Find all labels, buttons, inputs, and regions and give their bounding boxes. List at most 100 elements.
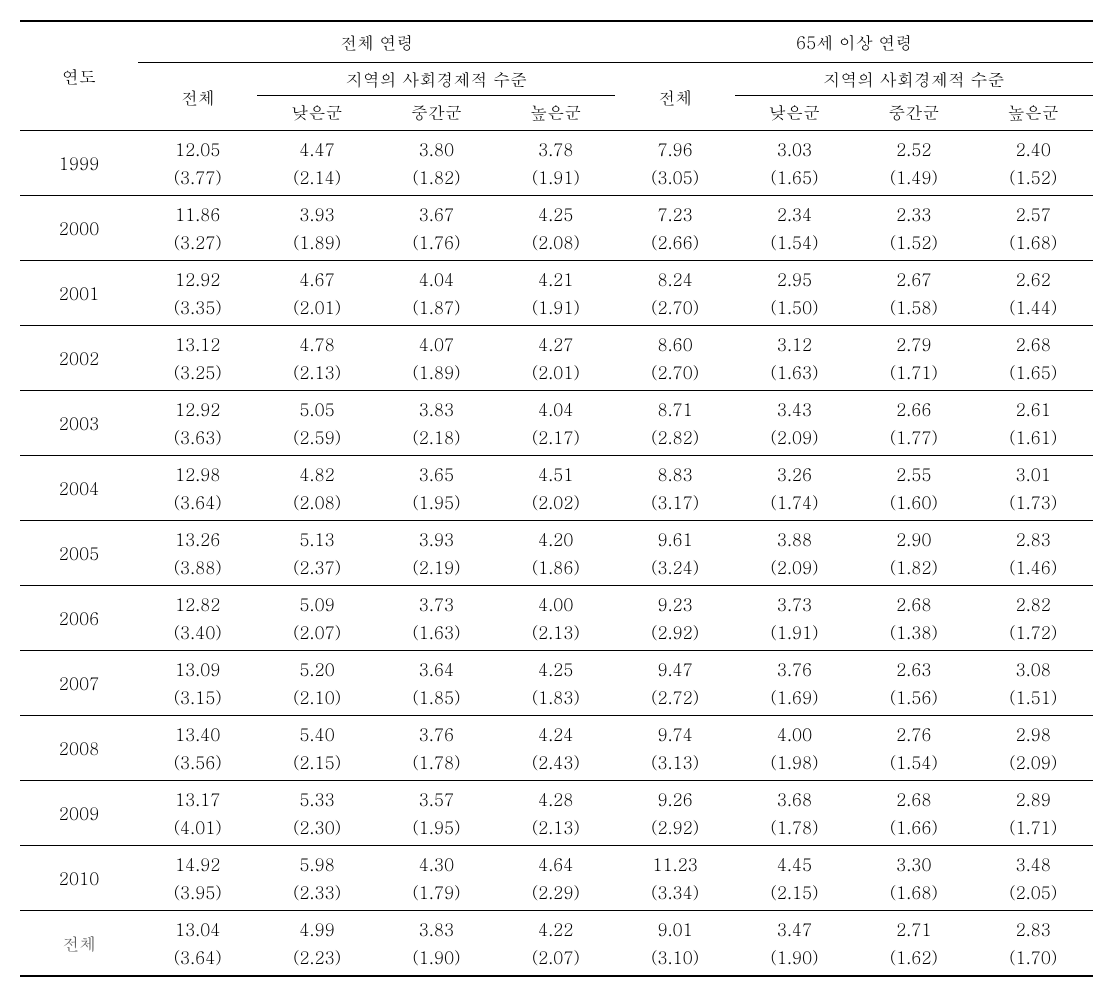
value-cell: 13.12 [138,326,257,359]
paren-cell: (2.10) [257,683,376,716]
value-cell: 3.76 [735,651,854,684]
value-cell: 8.60 [615,326,734,359]
value-cell: 3.64 [377,651,496,684]
header-row-1: 연도 전체 연령 65세 이상 연령 [20,21,1093,63]
value-cell: 3.73 [735,586,854,619]
value-cell: 8.83 [615,456,734,489]
value-cell: 8.24 [615,261,734,294]
paren-cell: (1.79) [377,878,496,911]
value-cell: 4.82 [257,456,376,489]
year-cell: 2004 [20,456,138,521]
value-cell: 4.22 [496,911,615,944]
value-cell: 4.51 [496,456,615,489]
value-cell: 13.40 [138,716,257,749]
value-cell: 4.00 [735,716,854,749]
paren-cell: (1.87) [377,293,496,326]
paren-cell: (1.90) [735,943,854,976]
table-row: 201014.925.984.304.6411.234.453.303.48 [20,846,1093,879]
value-cell: 3.78 [496,131,615,164]
value-cell: 9.26 [615,781,734,814]
header-g2-mid: 중간군 [854,96,973,131]
value-cell: 11.86 [138,196,257,229]
paren-cell: (2.92) [615,618,734,651]
header-row-2: 전체 지역의 사회경제적 수준 전체 지역의 사회경제적 수준 [20,63,1093,96]
paren-cell: (2.23) [257,943,376,976]
paren-cell: (1.66) [854,813,973,846]
value-cell: 9.47 [615,651,734,684]
table-row: 200612.825.093.734.009.233.732.682.82 [20,586,1093,619]
paren-cell: (2.30) [257,813,376,846]
header-group2: 65세 이상 연령 [615,21,1093,63]
paren-cell: (1.54) [854,748,973,781]
paren-cell: (2.01) [257,293,376,326]
paren-cell: (1.52) [854,228,973,261]
year-cell: 2001 [20,261,138,326]
value-cell: 2.68 [854,586,973,619]
value-cell: 4.28 [496,781,615,814]
year-cell: 2007 [20,651,138,716]
paren-cell: (3.13) [615,748,734,781]
value-cell: 4.30 [377,846,496,879]
table-row: 200412.984.823.654.518.833.262.553.01 [20,456,1093,489]
table-row: 전체13.044.993.834.229.013.472.712.83 [20,911,1093,944]
value-cell: 2.76 [854,716,973,749]
table-row: (3.35)(2.01)(1.87)(1.91)(2.70)(1.50)(1.5… [20,293,1093,326]
value-cell: 2.62 [974,261,1093,294]
paren-cell: (1.46) [974,553,1093,586]
value-cell: 2.66 [854,391,973,424]
value-cell: 4.25 [496,196,615,229]
value-cell: 2.71 [854,911,973,944]
paren-cell: (1.60) [854,488,973,521]
value-cell: 2.90 [854,521,973,554]
table-row: (3.40)(2.07)(1.63)(2.13)(2.92)(1.91)(1.3… [20,618,1093,651]
paren-cell: (2.01) [496,358,615,391]
value-cell: 5.40 [257,716,376,749]
value-cell: 2.40 [974,131,1093,164]
header-g2-low: 낮은군 [735,96,854,131]
paren-cell: (1.63) [735,358,854,391]
paren-cell: (1.38) [854,618,973,651]
paren-cell: (1.85) [377,683,496,716]
paren-cell: (1.78) [735,813,854,846]
value-cell: 2.98 [974,716,1093,749]
header-group1: 전체 연령 [138,21,615,63]
paren-cell: (2.70) [615,293,734,326]
table-row: 200513.265.133.934.209.613.882.902.83 [20,521,1093,554]
header-g1-high: 높은군 [496,96,615,131]
value-cell: 3.88 [735,521,854,554]
value-cell: 12.82 [138,586,257,619]
paren-cell: (1.58) [854,293,973,326]
value-cell: 4.78 [257,326,376,359]
table-row: (3.88)(2.37)(2.19)(1.86)(3.24)(2.09)(1.8… [20,553,1093,586]
paren-cell: (2.15) [735,878,854,911]
paren-cell: (3.88) [138,553,257,586]
paren-cell: (1.54) [735,228,854,261]
paren-cell: (2.92) [615,813,734,846]
paren-cell: (3.27) [138,228,257,261]
paren-cell: (2.15) [257,748,376,781]
value-cell: 4.00 [496,586,615,619]
paren-cell: (1.56) [854,683,973,716]
value-cell: 2.63 [854,651,973,684]
paren-cell: (1.71) [854,358,973,391]
value-cell: 4.04 [496,391,615,424]
value-cell: 4.07 [377,326,496,359]
year-cell: 2003 [20,391,138,456]
year-cell: 2010 [20,846,138,911]
value-cell: 2.55 [854,456,973,489]
paren-cell: (3.56) [138,748,257,781]
value-cell: 13.26 [138,521,257,554]
value-cell: 2.68 [974,326,1093,359]
value-cell: 2.83 [974,911,1093,944]
header-g1-total: 전체 [138,63,257,131]
paren-cell: (1.90) [377,943,496,976]
value-cell: 2.61 [974,391,1093,424]
value-cell: 3.57 [377,781,496,814]
paren-cell: (2.13) [496,618,615,651]
value-cell: 12.92 [138,391,257,424]
value-cell: 4.24 [496,716,615,749]
paren-cell: (3.35) [138,293,257,326]
value-cell: 2.89 [974,781,1093,814]
paren-cell: (1.91) [496,293,615,326]
paren-cell: (1.83) [496,683,615,716]
